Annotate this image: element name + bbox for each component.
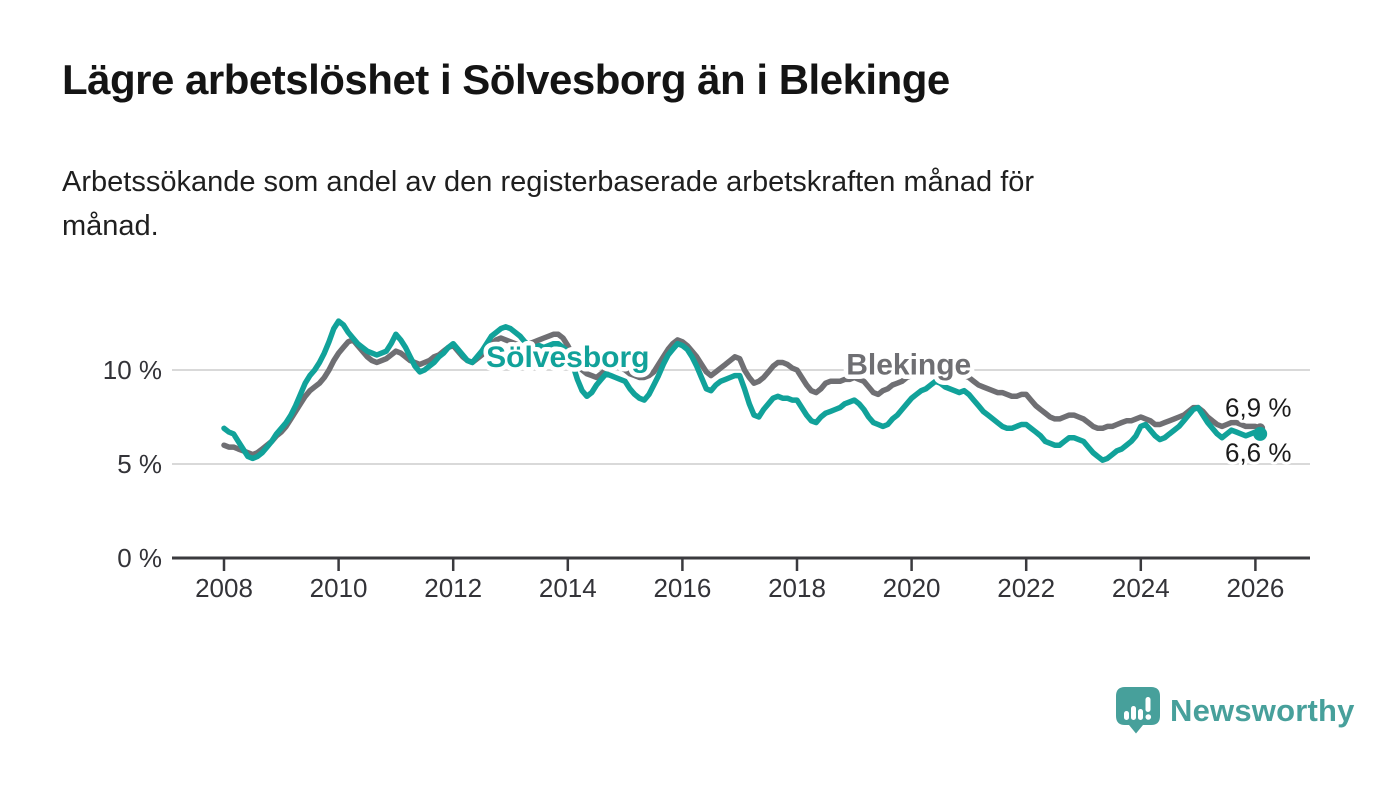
x-tick-label: 2010 <box>310 573 368 603</box>
y-tick-label: 10 % <box>103 355 162 385</box>
newsworthy-logo: Newsworthy <box>1115 686 1355 735</box>
end-value-labels: 6,9 % 6,6 % <box>1222 390 1295 471</box>
logo-exclamation-dot <box>1145 714 1152 720</box>
x-tick-label: 2026 <box>1226 573 1284 603</box>
newsworthy-logo-icon <box>1116 687 1160 734</box>
x-tick-label: 2014 <box>539 573 597 603</box>
series-line-blekinge <box>221 331 1263 458</box>
series-lines <box>221 318 1263 463</box>
logo-bar-1 <box>1124 711 1129 720</box>
end-value-label-solvesborg: 6,6 % <box>1225 438 1292 468</box>
y-tick-label: 0 % <box>117 543 162 573</box>
x-tick-label: 2008 <box>195 573 253 603</box>
x-tick-label: 2024 <box>1112 573 1170 603</box>
gridlines <box>172 369 1310 465</box>
logo-bar-2 <box>1131 706 1136 720</box>
newsworthy-logo-text: Newsworthy <box>1170 692 1355 728</box>
y-axis-labels: 0 % 5 % 10 % <box>103 355 162 573</box>
x-tick-label: 2018 <box>768 573 826 603</box>
x-tick-label: 2022 <box>997 573 1055 603</box>
x-tick-label: 2020 <box>883 573 941 603</box>
series-line-solvesborg <box>221 318 1263 463</box>
chart-subtitle: Arbetssökande som andel av den registerb… <box>62 166 1035 242</box>
x-tick-label: 2012 <box>424 573 482 603</box>
series-label-blekinge: Blekinge <box>846 348 971 381</box>
series-label-solvesborg: Sölvesborg <box>486 341 649 374</box>
end-dot-solvesborg <box>1253 426 1268 441</box>
end-value-label-blekinge: 6,9 % <box>1225 393 1292 423</box>
chart-title: Lägre arbetslöshet i Sölvesborg än i Ble… <box>62 56 950 103</box>
series-labels: Sölvesborg Blekinge <box>482 336 976 386</box>
logo-speech-bubble <box>1116 687 1160 734</box>
x-axis: 2008 2010 2012 2014 2016 2018 2020 2022 2024 2026 <box>172 556 1310 603</box>
y-tick-label: 5 % <box>117 449 162 479</box>
end-markers <box>1253 423 1268 441</box>
logo-exclamation-bar <box>1145 697 1151 712</box>
x-tick-label: 2016 <box>653 573 711 603</box>
logo-bar-3 <box>1138 709 1143 720</box>
